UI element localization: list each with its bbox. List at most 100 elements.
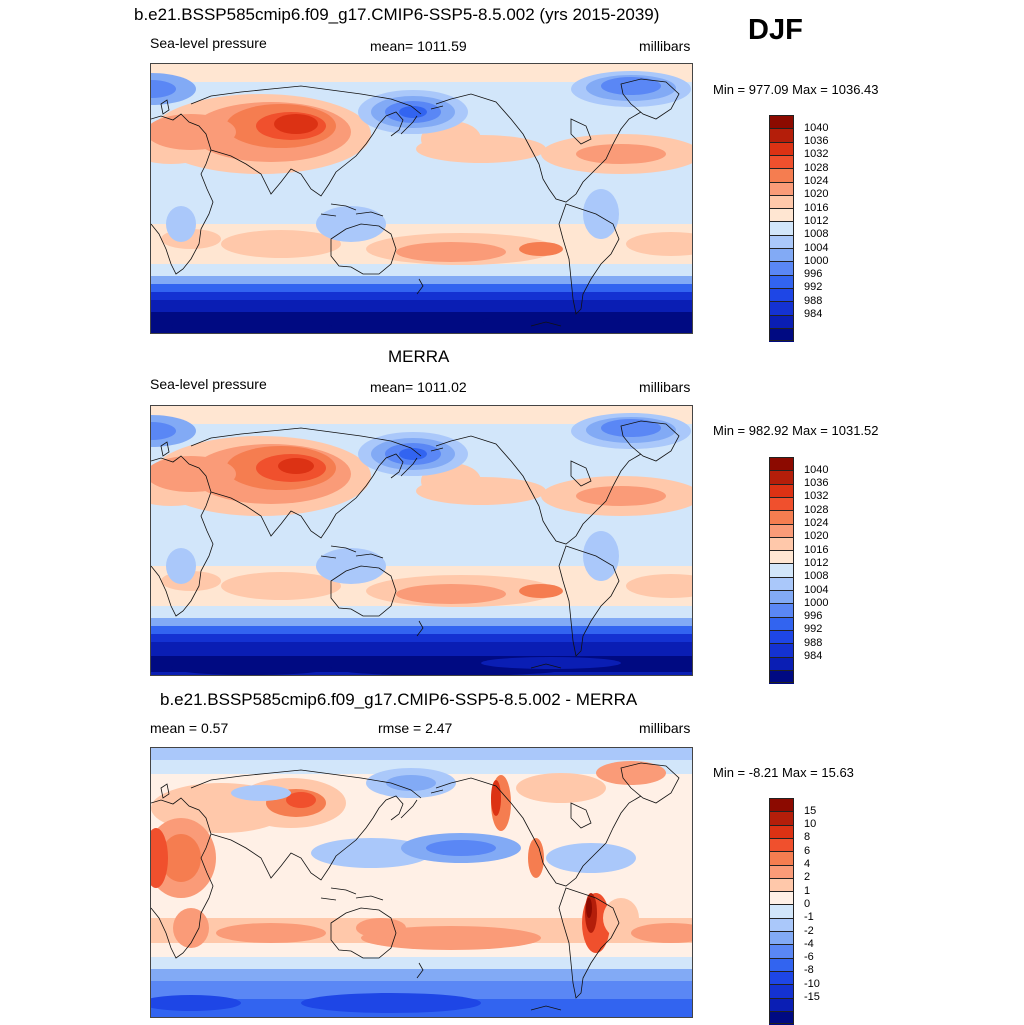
panel3-rmse-label: rmse = 2.47 (378, 720, 453, 736)
colorbar-swatch (769, 944, 794, 959)
colorbar-swatch (769, 234, 794, 249)
pressure-contour (171, 319, 331, 333)
colorbar-swatch (769, 970, 794, 985)
colorbar-swatch (769, 984, 794, 998)
panel3-map (150, 747, 693, 1018)
panel1-units-label: millibars (639, 38, 691, 54)
pressure-contour (426, 840, 496, 856)
colorbar-label: 1028 (804, 503, 829, 516)
pressure-contour (171, 661, 331, 675)
pressure-contour (151, 114, 236, 150)
colorbar-swatch (769, 221, 794, 236)
colorbar-swatch (769, 904, 794, 919)
colorbar-label: 2 (804, 871, 811, 884)
colorbar-label: 1024 (804, 517, 829, 529)
colorbar-swatch (769, 811, 794, 826)
colorbar-swatch (769, 496, 794, 511)
panel3-mean-label: mean = 0.57 (150, 720, 229, 736)
pressure-contour (603, 898, 639, 938)
pressure-contour (151, 80, 176, 98)
colorbar-label: -8 (804, 964, 814, 977)
colorbar-label: 6 (804, 844, 811, 857)
pressure-contour (576, 486, 666, 506)
colorbar-label: 1020 (804, 530, 829, 543)
colorbar-label: 1008 (804, 228, 829, 241)
colorbar-label: 1012 (804, 556, 829, 569)
pressure-contour (316, 548, 386, 584)
colorbar-label: 1000 (804, 596, 829, 609)
pressure-contour (528, 838, 544, 878)
colorbar-swatch (769, 523, 794, 538)
colorbar-swatch (769, 115, 794, 129)
pressure-contour (173, 908, 209, 948)
colorbar-swatch (769, 287, 794, 302)
colorbar-swatch (769, 141, 794, 156)
colorbar-swatch (769, 327, 794, 342)
pressure-contour (491, 780, 501, 816)
colorbar-swatch (769, 917, 794, 932)
colorbar-label: 15 (804, 804, 817, 817)
colorbar-label: -10 (804, 977, 820, 990)
colorbar-swatch (769, 563, 794, 578)
coastline (151, 420, 680, 669)
panel3-minmax: Min = -8.21 Max = 15.63 (713, 765, 854, 780)
colorbar-label: 984 (804, 308, 823, 320)
colorbar-swatch (769, 931, 794, 945)
colorbar-swatch (769, 864, 794, 879)
pressure-contour (601, 77, 661, 95)
pressure-contour (399, 106, 427, 118)
colorbar-label: 1008 (804, 570, 829, 583)
colorbar-swatch (769, 798, 794, 812)
pressure-contour (519, 584, 563, 598)
season-label: DJF (748, 14, 803, 46)
panel2-left-label: Sea-level pressure (150, 376, 267, 392)
colorbar-swatch (769, 877, 794, 892)
pressure-contour (166, 548, 196, 584)
colorbar-swatch (769, 643, 794, 657)
panel1-map (150, 63, 693, 334)
colorbar-label: 1040 (804, 463, 829, 476)
colorbar-label: -15 (804, 991, 820, 1003)
pressure-contour (311, 838, 431, 868)
colorbar-label: 1028 (804, 161, 829, 174)
colorbar-swatch (769, 154, 794, 169)
colorbar-label: 1032 (804, 148, 829, 161)
panel1-minmax: Min = 977.09 Max = 1036.43 (713, 82, 879, 97)
colorbar-label: 1016 (804, 201, 829, 214)
colorbar-swatch (769, 168, 794, 182)
colorbar-swatch (769, 181, 794, 196)
colorbar-swatch (769, 457, 794, 471)
colorbar-label: -6 (804, 951, 814, 964)
pressure-contour (399, 448, 427, 460)
pressure-contour (151, 995, 241, 1011)
pressure-contour (626, 574, 692, 598)
pressure-contour (151, 828, 168, 888)
colorbar-swatch (769, 629, 794, 644)
colorbar-label: -1 (804, 911, 814, 924)
colorbar-label: 1024 (804, 175, 829, 187)
colorbar-label: 1036 (804, 135, 829, 148)
pressure-contour (631, 923, 692, 943)
panel2-title: MERRA (388, 347, 450, 366)
colorbar-label: 992 (804, 281, 823, 294)
pressure-contour (519, 242, 563, 256)
colorbar-label: 1000 (804, 254, 829, 267)
panel1-mean-label: mean= 1011.59 (370, 38, 467, 54)
pressure-contour (396, 584, 506, 604)
colorbar-label: 1040 (804, 121, 829, 134)
colorbar-swatch (769, 590, 794, 604)
colorbar-swatch (769, 997, 794, 1012)
pressure-contour (166, 206, 196, 242)
pressure-contour (601, 419, 661, 437)
pressure-contour (356, 918, 406, 938)
panel3-title: b.e21.BSSP585cmip6.f09_g17.CMIP6-SSP5-8.… (160, 690, 638, 709)
pressure-contour (161, 834, 201, 882)
pressure-contour (481, 657, 621, 669)
pressure-contour (516, 773, 606, 803)
colorbar-label: 996 (804, 610, 823, 623)
colorbar-swatch (769, 483, 794, 498)
colorbar-swatch (769, 576, 794, 591)
colorbar-label: -4 (804, 937, 814, 950)
pressure-contour (231, 785, 291, 801)
pressure-contour (221, 230, 341, 258)
